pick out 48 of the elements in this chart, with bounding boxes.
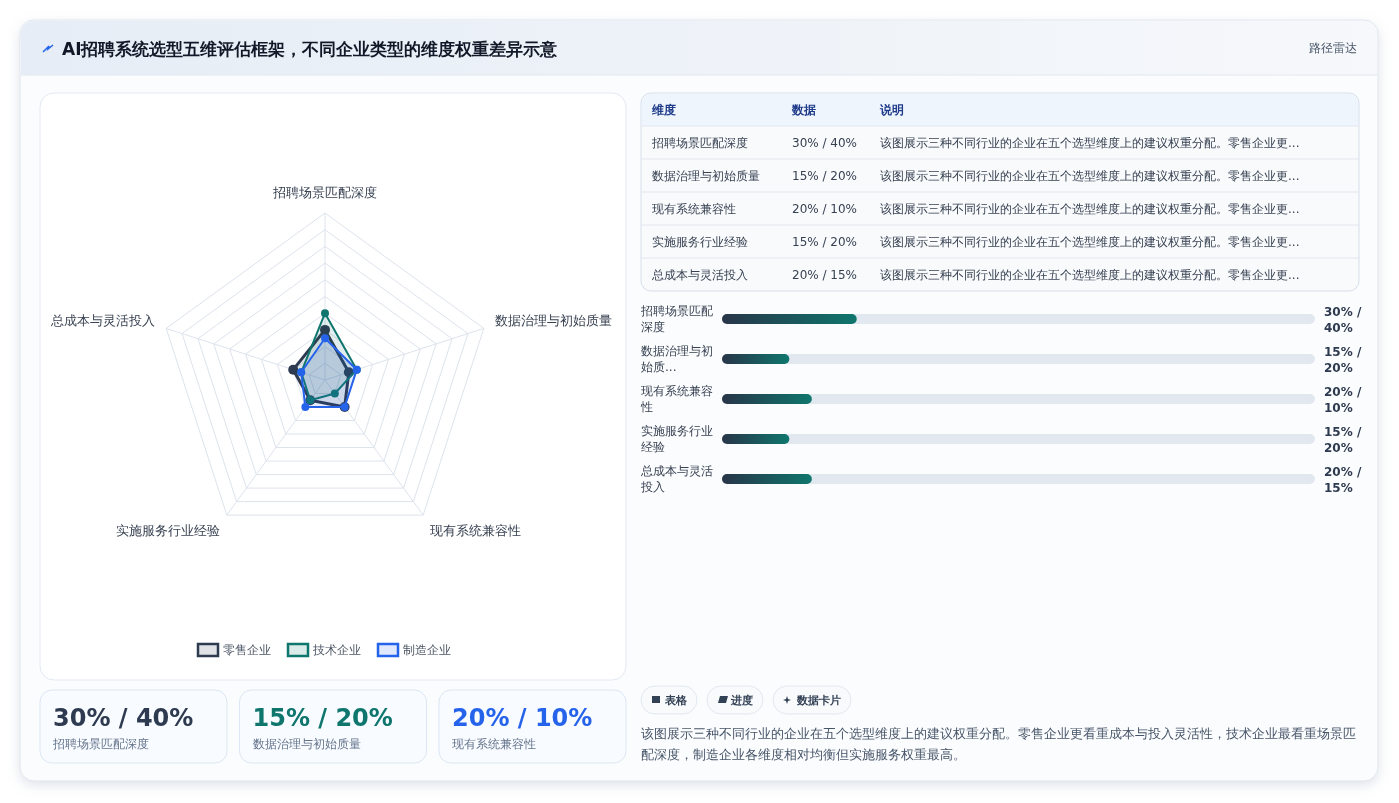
text: 15% / 20% xyxy=(252,704,393,732)
spoke-label: 招聘场景匹配深度 xyxy=(272,185,377,200)
spoke-label: 数据治理与初始质量 xyxy=(495,312,613,328)
text: 表格 xyxy=(664,694,688,707)
category-label: 总成本与灵活投入 xyxy=(651,268,748,282)
text: AI招聘系统选型五维评估框架，不同企业类型的维度权重差异示意 xyxy=(62,39,559,59)
text: 进度 xyxy=(730,694,753,707)
text: 说明 xyxy=(879,103,904,117)
legend-label: 制造企业 xyxy=(403,643,451,657)
text: 30% / 40% xyxy=(53,704,194,732)
category-label: 招聘场景匹配深度 xyxy=(52,737,149,751)
text: 维度 xyxy=(651,103,676,117)
category-label: 现有系统兼容性 xyxy=(452,737,536,751)
category-label: 现有系统兼容性 xyxy=(652,202,736,216)
data-label: 15% / 20% xyxy=(1324,425,1362,455)
text: 数据卡片 xyxy=(796,694,841,707)
text: 15% / 20% xyxy=(792,169,858,183)
text: 该图展示三种不同行业的企业在五个选型维度上的建议权重分配。零售企业更... xyxy=(880,169,1300,183)
spoke-label: 实施服务行业经验 xyxy=(115,522,220,538)
data-label: 15% / 20% xyxy=(1324,345,1362,375)
text: 30% / 40% xyxy=(792,136,858,150)
category-label: 数据治理与初始质量 xyxy=(252,737,361,751)
data-label: 20% / 15% xyxy=(1324,465,1362,495)
text: 该图展示三种不同行业的企业在五个选型维度上的建议权重分配。零售企业更看重成本与投入灵活性，技术企业最看重场景匹配深度，制造企业各维度相对均衡但实施服务权重最高。 xyxy=(641,726,1356,762)
y-tick-label: 数据治理与初始质... xyxy=(641,344,713,374)
text: 20% / 10% xyxy=(452,704,593,732)
y-tick-label: 实施服务行业经验 xyxy=(641,424,713,454)
text: 15% / 20% xyxy=(792,235,858,249)
text: 该图展示三种不同行业的企业在五个选型维度上的建议权重分配。零售企业更... xyxy=(880,268,1300,282)
legend-label: 技术企业 xyxy=(312,643,361,657)
y-tick-label: 总成本与灵活投入 xyxy=(640,464,713,494)
data-label: 20% / 10% xyxy=(1324,385,1362,415)
text: 20% / 10% xyxy=(792,202,858,216)
category-label: 数据治理与初始质量 xyxy=(652,169,760,183)
legend-label: 零售企业 xyxy=(223,643,271,657)
category-label: 实施服务行业经验 xyxy=(652,235,748,249)
data-label: 30% / 40% xyxy=(1324,305,1362,335)
y-tick-label: 招聘场景匹配深度 xyxy=(640,304,713,334)
text: 20% / 15% xyxy=(792,268,858,282)
text: 该图展示三种不同行业的企业在五个选型维度上的建议权重分配。零售企业更... xyxy=(880,136,1300,150)
text: 路径雷达 xyxy=(1309,41,1357,55)
y-tick-label: 现有系统兼容性 xyxy=(640,384,713,414)
spoke-label: 总成本与灵活投入 xyxy=(49,312,155,328)
category-label: 招聘场景匹配深度 xyxy=(651,136,748,150)
text: 数据 xyxy=(791,103,816,117)
text: 该图展示三种不同行业的企业在五个选型维度上的建议权重分配。零售企业更... xyxy=(880,235,1300,249)
spoke-label: 现有系统兼容性 xyxy=(430,522,522,538)
text: 该图展示三种不同行业的企业在五个选型维度上的建议权重分配。零售企业更... xyxy=(880,202,1300,216)
